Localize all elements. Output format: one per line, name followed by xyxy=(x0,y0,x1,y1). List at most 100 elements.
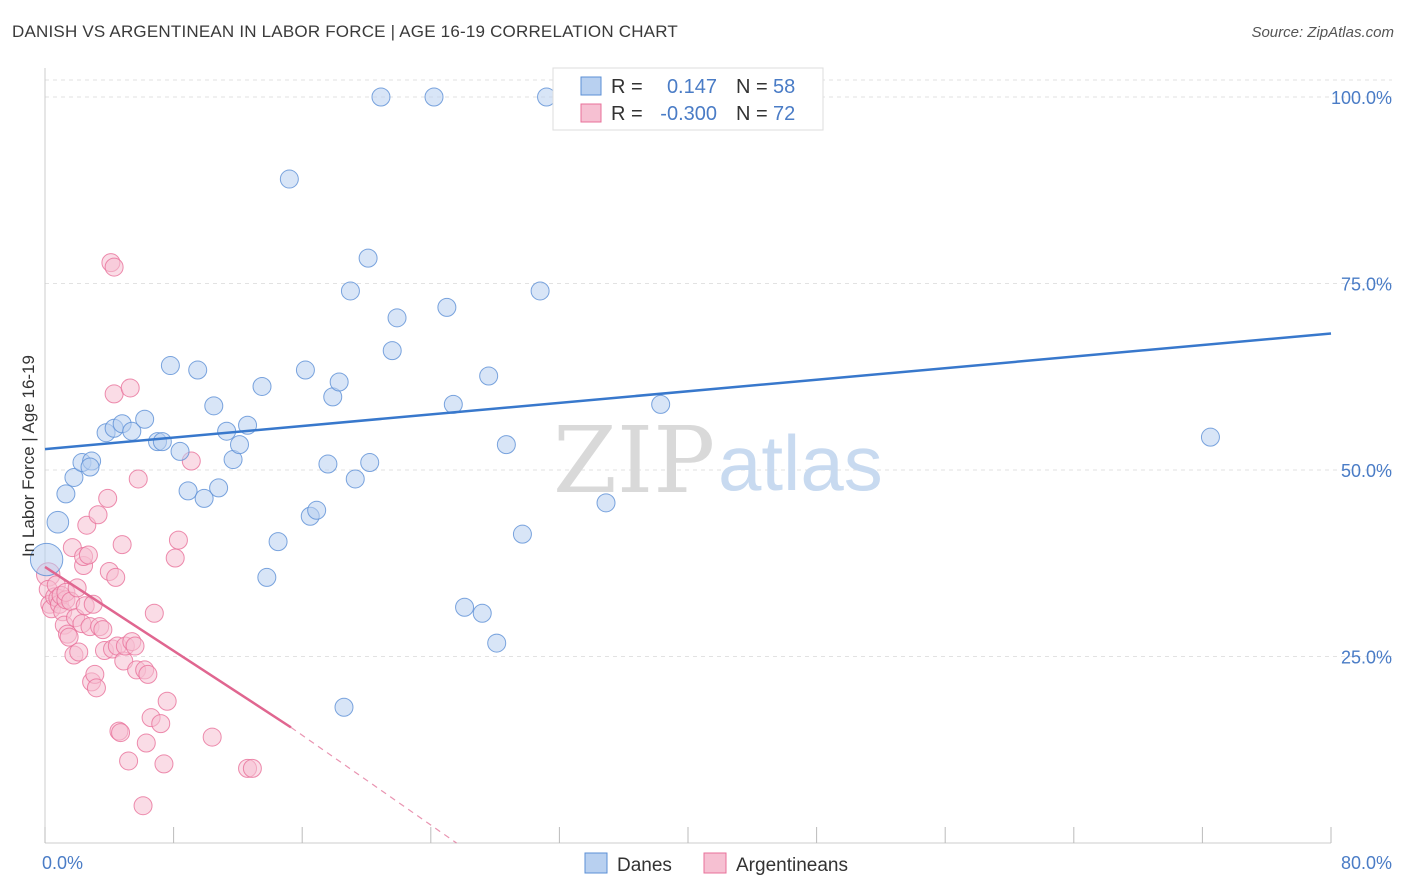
legend-argentineans-n-label: N = xyxy=(736,103,768,125)
dane-point-18 xyxy=(194,488,214,508)
argentinean-point-62 xyxy=(154,754,174,774)
watermark-atlas: atlas xyxy=(718,419,883,507)
argentinean-point-50 xyxy=(120,378,140,398)
dane-point-28 xyxy=(279,169,299,189)
dane-point-20 xyxy=(209,478,229,498)
legend-box: R = 0.147 N = 58 R = -0.300 N = 72 xyxy=(552,67,824,131)
argentinean-point-14 xyxy=(59,627,79,647)
argentinean-trend-line xyxy=(44,565,292,729)
legend-danes-r-value: 0.147 xyxy=(667,76,717,98)
y-tick-label-75: 75.0% xyxy=(1341,275,1392,295)
dane-point-35 xyxy=(334,697,354,717)
legend-danes-r-label: R = xyxy=(611,76,643,98)
dane-point-50 xyxy=(496,435,516,455)
argentinean-point-20 xyxy=(69,642,89,662)
argentinean-point-65 xyxy=(168,530,188,550)
argentinean-point-61 xyxy=(151,714,171,734)
dane-point-37 xyxy=(345,469,365,489)
dane-point-55 xyxy=(651,394,671,414)
dane-point-40 xyxy=(371,87,391,107)
source-label: Source: ZipAtlas.com xyxy=(1251,24,1394,41)
dane-point-29 xyxy=(295,360,315,380)
argentinean-point-45 xyxy=(111,723,131,743)
dane-point-1 xyxy=(46,510,70,534)
dane-point-42 xyxy=(387,308,407,328)
bottom-legend: Danes Argentineans xyxy=(584,852,848,876)
bottom-legend-danes: Danes xyxy=(617,855,672,876)
dane-point-14 xyxy=(160,356,180,376)
argentinean-point-60 xyxy=(144,603,164,623)
argentinean-point-54 xyxy=(128,469,148,489)
bottom-legend-swatch-argentineans xyxy=(703,852,727,874)
argentinean-point-36 xyxy=(98,488,118,508)
dane-point-36 xyxy=(340,281,360,301)
dane-point-32 xyxy=(318,454,338,474)
legend-argentineans-r-value: -0.300 xyxy=(660,103,717,125)
legend-argentineans-r-label: R = xyxy=(611,103,643,125)
y-tick-label-100: 100.0% xyxy=(1331,88,1392,108)
dane-point-15 xyxy=(170,441,190,461)
dane-point-38 xyxy=(358,248,378,268)
axes xyxy=(44,68,1332,844)
dane-point-6 xyxy=(80,457,100,477)
argentinean-point-42 xyxy=(106,567,126,587)
dane-point-34 xyxy=(329,372,349,392)
bottom-legend-argentineans: Argentineans xyxy=(736,855,848,876)
dane-point-54 xyxy=(596,493,616,513)
argentinean-point-67 xyxy=(202,727,222,747)
legend-argentineans-n-value: 72 xyxy=(773,103,795,125)
argentinean-point-57 xyxy=(136,733,156,753)
data-points xyxy=(29,87,1220,816)
legend-swatch-argentineans xyxy=(580,103,602,123)
dane-point-2 xyxy=(56,484,76,504)
dane-point-51 xyxy=(512,524,532,544)
argentinean-point-49 xyxy=(119,751,139,771)
trend-lines xyxy=(44,332,1332,844)
argentinean-point-46 xyxy=(112,535,132,555)
dane-point-25 xyxy=(252,376,272,396)
dane-point-52 xyxy=(530,281,550,301)
argentinean-point-55 xyxy=(133,796,153,816)
argentinean-point-63 xyxy=(157,691,177,711)
dane-point-27 xyxy=(268,532,288,552)
x-tick-label-min: 0.0% xyxy=(42,853,83,873)
y-tick-labels: 25.0% 50.0% 75.0% 100.0% xyxy=(1331,88,1392,668)
dane-point-16 xyxy=(178,481,198,501)
argentinean-trend-extension xyxy=(290,726,457,844)
dane-point-19 xyxy=(204,396,224,416)
y-axis-label: In Labor Force | Age 16-19 xyxy=(19,355,38,557)
y-tick-label-25: 25.0% xyxy=(1341,648,1392,668)
argentinean-point-32 xyxy=(88,505,108,525)
argentinean-point-58 xyxy=(138,664,158,684)
dane-point-13 xyxy=(152,432,172,452)
dane-trend-line xyxy=(44,332,1332,451)
argentinean-point-52 xyxy=(125,636,145,656)
dane-point-46 xyxy=(455,597,475,617)
argentinean-point-64 xyxy=(165,548,185,568)
dane-point-44 xyxy=(437,297,457,317)
watermark-zip: ZIP xyxy=(553,407,715,514)
dane-point-56 xyxy=(1200,427,1220,447)
dane-point-43 xyxy=(424,87,444,107)
legend-danes-n-value: 58 xyxy=(773,76,795,98)
argentinean-point-34 xyxy=(93,620,113,640)
dane-point-11 xyxy=(135,409,155,429)
dane-point-41 xyxy=(382,341,402,361)
grid-lines xyxy=(45,79,1392,657)
dane-point-48 xyxy=(479,366,499,386)
legend-danes-n-label: N = xyxy=(736,76,768,98)
dane-point-0 xyxy=(29,542,64,577)
dane-point-17 xyxy=(188,360,208,380)
dane-point-31 xyxy=(307,500,327,520)
argentinean-point-31 xyxy=(86,678,106,698)
argentinean-point-41 xyxy=(104,257,124,277)
bottom-legend-swatch-danes xyxy=(584,852,608,874)
y-tick-label-50: 50.0% xyxy=(1341,461,1392,481)
dane-point-26 xyxy=(257,567,277,587)
dane-point-23 xyxy=(230,435,250,455)
dane-point-47 xyxy=(472,603,492,623)
watermark: ZIP atlas xyxy=(553,407,883,514)
argentinean-point-69 xyxy=(242,758,262,778)
dane-point-49 xyxy=(487,633,507,653)
